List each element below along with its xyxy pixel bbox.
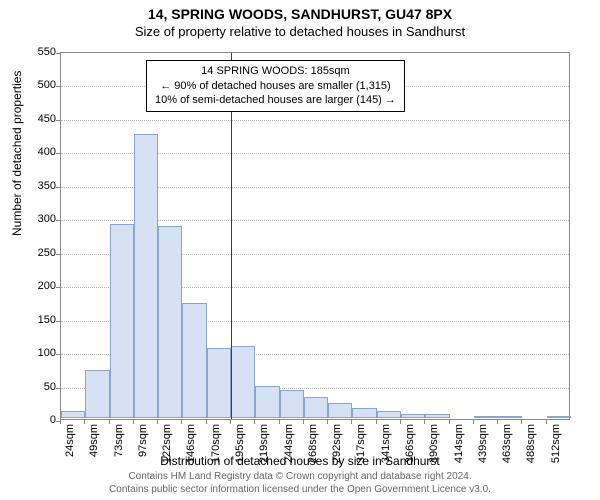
annotation-line: 14 SPRING WOODS: 185sqm bbox=[155, 64, 396, 79]
x-tick-mark bbox=[400, 419, 401, 424]
histogram-bar bbox=[425, 414, 449, 418]
histogram-bar bbox=[255, 386, 279, 418]
histogram-bar bbox=[547, 416, 571, 418]
histogram-bar bbox=[328, 403, 352, 418]
annotation-box: 14 SPRING WOODS: 185sqm← 90% of detached… bbox=[146, 60, 405, 113]
x-tick-mark bbox=[327, 419, 328, 424]
y-tick-mark bbox=[56, 321, 61, 322]
x-tick-mark bbox=[157, 419, 158, 424]
x-tick-mark bbox=[181, 419, 182, 424]
histogram-bar bbox=[474, 416, 498, 418]
y-tick-label: 150 bbox=[16, 314, 56, 326]
x-tick-mark bbox=[303, 419, 304, 424]
page-subtitle: Size of property relative to detached ho… bbox=[0, 22, 600, 39]
x-axis-label: Distribution of detached houses by size … bbox=[0, 454, 600, 468]
y-tick-mark bbox=[56, 187, 61, 188]
x-tick-mark bbox=[424, 419, 425, 424]
histogram-bar bbox=[401, 414, 425, 418]
x-tick-mark bbox=[497, 419, 498, 424]
y-tick-label: 400 bbox=[16, 146, 56, 158]
x-tick-mark bbox=[546, 419, 547, 424]
x-tick-mark bbox=[84, 419, 85, 424]
x-tick-mark bbox=[279, 419, 280, 424]
y-tick-label: 50 bbox=[16, 381, 56, 393]
y-tick-label: 250 bbox=[16, 247, 56, 259]
histogram-bar bbox=[61, 411, 85, 418]
y-tick-mark bbox=[56, 53, 61, 54]
x-tick-mark bbox=[351, 419, 352, 424]
plot-area: 14 SPRING WOODS: 185sqm← 90% of detached… bbox=[60, 52, 570, 420]
annotation-line: ← 90% of detached houses are smaller (1,… bbox=[155, 79, 396, 94]
histogram-bar bbox=[498, 416, 522, 418]
x-tick-mark bbox=[60, 419, 61, 424]
histogram-bar bbox=[134, 134, 158, 418]
histogram-bar bbox=[110, 224, 134, 418]
attribution-text: Contains HM Land Registry data © Crown c… bbox=[0, 471, 600, 496]
attribution-line-1: Contains HM Land Registry data © Crown c… bbox=[128, 471, 471, 482]
page-title: 14, SPRING WOODS, SANDHURST, GU47 8PX bbox=[0, 0, 600, 22]
histogram-bar bbox=[182, 303, 206, 418]
histogram-bar bbox=[352, 408, 376, 418]
y-tick-mark bbox=[56, 220, 61, 221]
y-tick-mark bbox=[56, 254, 61, 255]
y-tick-mark bbox=[56, 120, 61, 121]
y-tick-label: 550 bbox=[16, 46, 56, 58]
gridline bbox=[61, 120, 569, 121]
y-tick-label: 450 bbox=[16, 113, 56, 125]
x-tick-mark bbox=[473, 419, 474, 424]
y-tick-label: 100 bbox=[16, 347, 56, 359]
histogram-bar bbox=[304, 397, 328, 418]
y-tick-mark bbox=[56, 388, 61, 389]
x-tick-mark bbox=[449, 419, 450, 424]
histogram-bar bbox=[207, 348, 231, 418]
x-tick-mark bbox=[206, 419, 207, 424]
attribution-line-2: Contains public sector information licen… bbox=[109, 484, 491, 495]
histogram-bar bbox=[85, 370, 109, 418]
histogram-bar bbox=[280, 390, 304, 418]
y-tick-mark bbox=[56, 86, 61, 87]
y-tick-label: 200 bbox=[16, 280, 56, 292]
y-tick-label: 0 bbox=[16, 414, 56, 426]
y-tick-label: 350 bbox=[16, 180, 56, 192]
y-tick-mark bbox=[56, 287, 61, 288]
x-tick-mark bbox=[109, 419, 110, 424]
histogram-bar bbox=[231, 346, 255, 418]
x-tick-mark bbox=[254, 419, 255, 424]
histogram-bar bbox=[158, 226, 182, 418]
y-tick-label: 500 bbox=[16, 79, 56, 91]
annotation-line: 10% of semi-detached houses are larger (… bbox=[155, 93, 396, 108]
x-tick-mark bbox=[230, 419, 231, 424]
x-tick-mark bbox=[376, 419, 377, 424]
y-tick-mark bbox=[56, 354, 61, 355]
x-tick-mark bbox=[521, 419, 522, 424]
x-tick-mark bbox=[133, 419, 134, 424]
y-tick-label: 300 bbox=[16, 213, 56, 225]
histogram-bar bbox=[377, 411, 401, 418]
histogram-chart: 14 SPRING WOODS: 185sqm← 90% of detached… bbox=[60, 52, 570, 420]
y-tick-mark bbox=[56, 153, 61, 154]
